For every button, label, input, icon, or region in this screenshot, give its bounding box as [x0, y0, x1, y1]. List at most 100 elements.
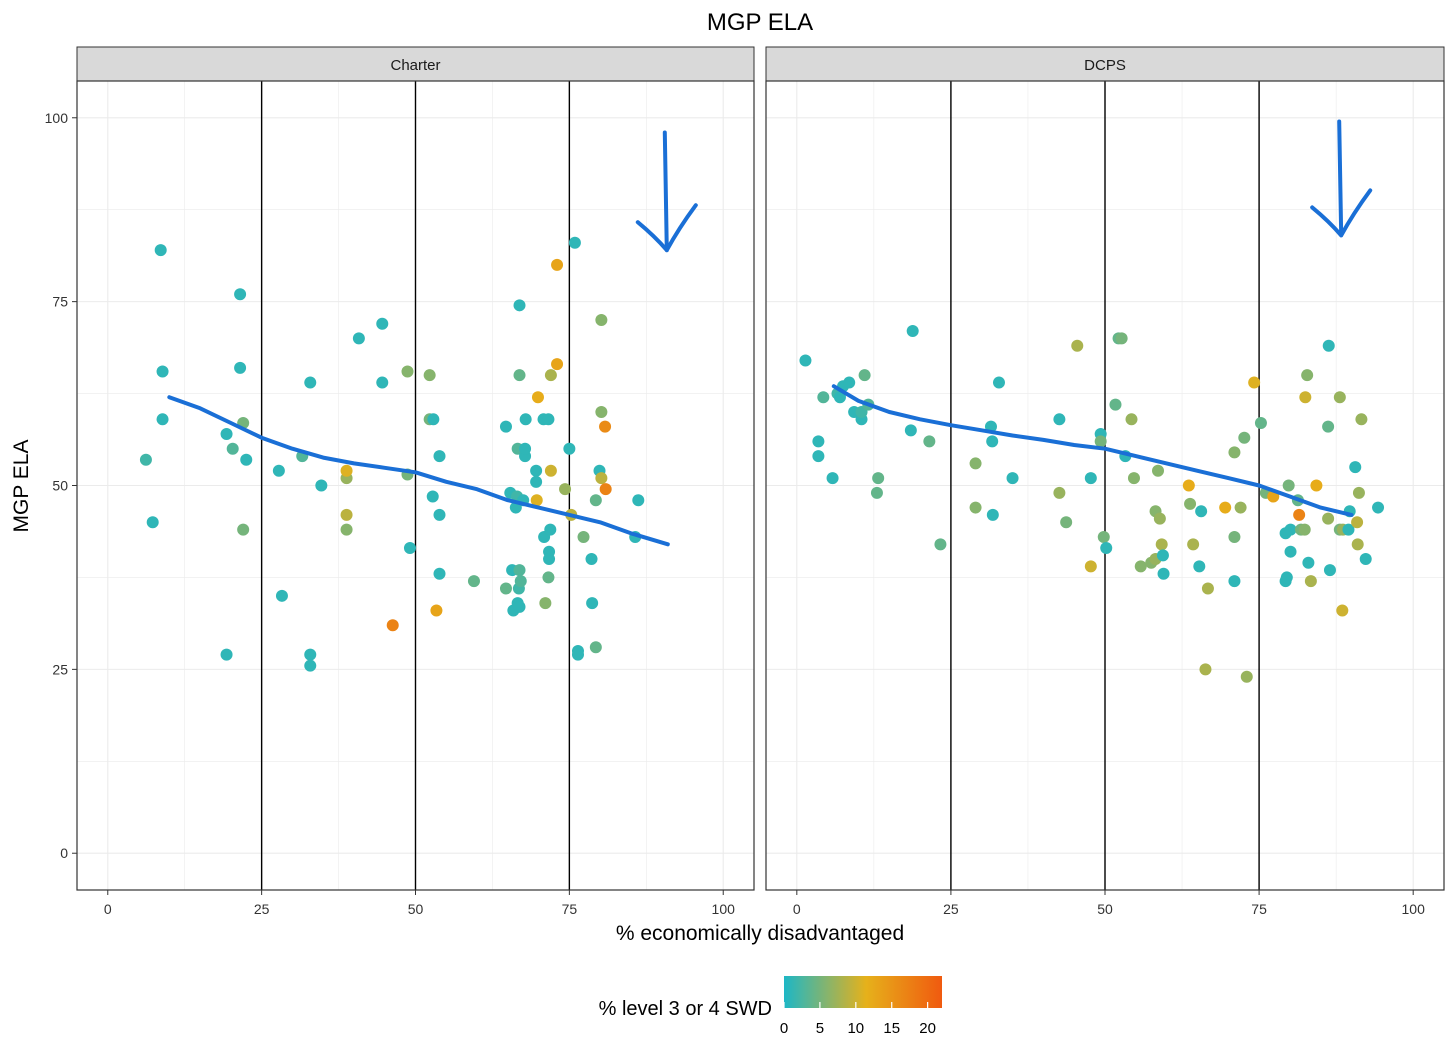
data-point — [599, 483, 612, 496]
data-point — [986, 435, 999, 448]
data-point — [568, 236, 581, 249]
data-point — [1199, 663, 1212, 676]
data-point — [146, 516, 159, 529]
x-tick-label: 0 — [104, 901, 112, 917]
data-point — [1359, 553, 1372, 566]
data-point — [1193, 560, 1206, 573]
data-point — [585, 553, 598, 566]
data-point — [530, 475, 543, 488]
y-tick-label: 0 — [60, 845, 68, 861]
data-point — [1240, 670, 1253, 683]
data-point — [315, 479, 328, 492]
data-point — [154, 244, 167, 257]
data-point — [872, 472, 885, 485]
data-point — [240, 453, 253, 466]
data-point — [1284, 523, 1297, 536]
data-point — [1322, 512, 1335, 525]
data-point — [220, 648, 233, 661]
legend-tick-label: 5 — [816, 1020, 824, 1037]
data-point — [992, 376, 1005, 389]
data-point — [969, 457, 982, 470]
y-tick-label: 50 — [52, 478, 68, 494]
data-point — [234, 288, 247, 301]
x-tick-label: 25 — [254, 901, 270, 917]
x-tick-label: 75 — [562, 901, 578, 917]
data-point — [544, 523, 557, 536]
data-point — [986, 508, 999, 521]
data-point — [1195, 505, 1208, 518]
smooth-line-dcps — [831, 384, 1354, 517]
x-tick-label: 50 — [1097, 901, 1113, 917]
data-point — [1071, 339, 1084, 352]
data-point — [799, 354, 812, 367]
smooth-line-charter — [167, 395, 670, 547]
panel-strip-label: DCPS — [1084, 57, 1126, 74]
data-point — [969, 501, 982, 514]
data-point — [467, 575, 480, 588]
data-point — [551, 258, 564, 271]
data-point — [376, 376, 389, 389]
data-point — [812, 450, 825, 463]
data-point — [156, 365, 169, 378]
legend-ticks: 0 5 10 15 20 — [780, 1002, 936, 1037]
data-point — [923, 435, 936, 448]
data-point — [139, 453, 152, 466]
data-point — [304, 659, 317, 672]
data-point — [340, 523, 353, 536]
data-point — [304, 648, 317, 661]
data-point — [1304, 575, 1317, 588]
data-point — [376, 317, 389, 330]
data-point — [1134, 560, 1147, 573]
data-point — [1094, 435, 1107, 448]
annotation-arrow-dcps — [1310, 119, 1373, 238]
data-point — [1310, 479, 1323, 492]
y-tick-label: 100 — [45, 110, 69, 126]
data-point — [870, 486, 883, 499]
data-point — [1053, 486, 1066, 499]
legend-colorbar — [784, 976, 942, 1008]
data-point — [1322, 339, 1335, 352]
data-point — [1284, 545, 1297, 558]
panel-strip-label: Charter — [390, 57, 440, 74]
data-point — [304, 376, 317, 389]
data-point — [430, 604, 443, 617]
data-point — [1254, 416, 1267, 429]
data-point — [403, 542, 416, 555]
data-point — [544, 369, 557, 382]
y-tick-label: 25 — [52, 661, 68, 677]
data-point — [427, 413, 440, 426]
x-tick-label: 50 — [408, 901, 424, 917]
data-point — [433, 567, 446, 580]
legend-tick-label: 0 — [780, 1020, 788, 1037]
data-point — [1228, 446, 1241, 459]
data-point — [513, 600, 526, 613]
data-point — [1301, 369, 1314, 382]
chart-title: MGP ELA — [707, 9, 813, 36]
data-point — [499, 420, 512, 433]
data-point — [519, 442, 532, 455]
x-tick-label: 100 — [1402, 901, 1426, 917]
data-point — [817, 391, 830, 404]
data-point — [1153, 512, 1166, 525]
x-tick-label: 0 — [793, 901, 801, 917]
panel-charter: Charter 0 25 50 75 100 0 25 50 75 100 — [45, 46, 755, 917]
data-point — [1351, 538, 1364, 551]
data-point — [1282, 479, 1295, 492]
x-tick-label: 25 — [943, 901, 959, 917]
data-point — [514, 575, 527, 588]
data-point — [340, 464, 353, 477]
legend: % level 3 or 4 SWD 0 5 10 15 20 — [599, 976, 942, 1037]
data-point — [423, 369, 436, 382]
data-point — [1182, 479, 1195, 492]
data-point — [595, 314, 608, 327]
data-point — [1298, 523, 1311, 536]
data-point — [1084, 560, 1097, 573]
data-point — [1006, 472, 1019, 485]
data-point — [544, 464, 557, 477]
data-point — [1127, 472, 1140, 485]
data-point — [1100, 542, 1113, 555]
data-point — [812, 435, 825, 448]
data-point — [530, 464, 543, 477]
y-axis-title: MGP ELA — [10, 440, 33, 533]
